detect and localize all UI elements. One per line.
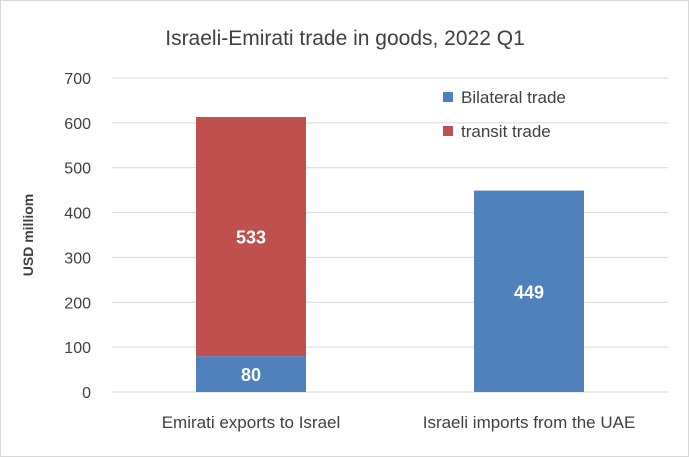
bar-bilateral-trade: [196, 356, 306, 392]
legend: Bilateral trade transit trade: [443, 88, 566, 141]
legend-swatch: [443, 126, 453, 136]
data-labels: 80 533 449: [236, 228, 544, 385]
bar-bilateral-trade: [474, 190, 584, 392]
data-label: 449: [514, 282, 544, 302]
bars: [196, 117, 584, 392]
y-tick-label: 0: [82, 385, 91, 402]
legend-label: Bilateral trade: [461, 88, 566, 107]
gridlines: [112, 77, 668, 393]
y-tick-label: 300: [64, 250, 91, 267]
legend-swatch: [443, 92, 453, 102]
y-tick-label: 200: [64, 295, 91, 312]
x-category-label: Israeli imports from the UAE: [423, 413, 636, 432]
y-tick-label: 500: [64, 161, 91, 178]
bar-transit-trade: [196, 117, 306, 357]
y-tick-label: 400: [64, 206, 91, 223]
data-label: 533: [236, 228, 266, 248]
y-axis-ticks: 0 100 200 300 400 500 600 700: [64, 71, 91, 402]
x-category-label: Emirati exports to Israel: [162, 413, 341, 432]
x-axis-categories: Emirati exports to Israel Israeli imports…: [162, 413, 636, 432]
y-axis-label: USD milliom: [20, 194, 36, 276]
y-tick-label: 600: [64, 116, 91, 133]
y-tick-label: 700: [64, 71, 91, 88]
data-label: 80: [241, 365, 261, 385]
legend-label: transit trade: [461, 122, 551, 141]
chart-title: Israeli-Emirati trade in goods, 2022 Q1: [165, 27, 525, 50]
y-tick-label: 100: [64, 340, 91, 357]
